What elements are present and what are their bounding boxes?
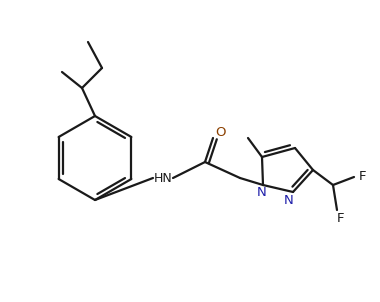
- Text: O: O: [215, 126, 225, 139]
- Text: F: F: [337, 213, 345, 226]
- Text: N: N: [284, 194, 294, 207]
- Text: N: N: [257, 187, 267, 200]
- Text: F: F: [358, 169, 366, 182]
- Text: HN: HN: [154, 172, 173, 185]
